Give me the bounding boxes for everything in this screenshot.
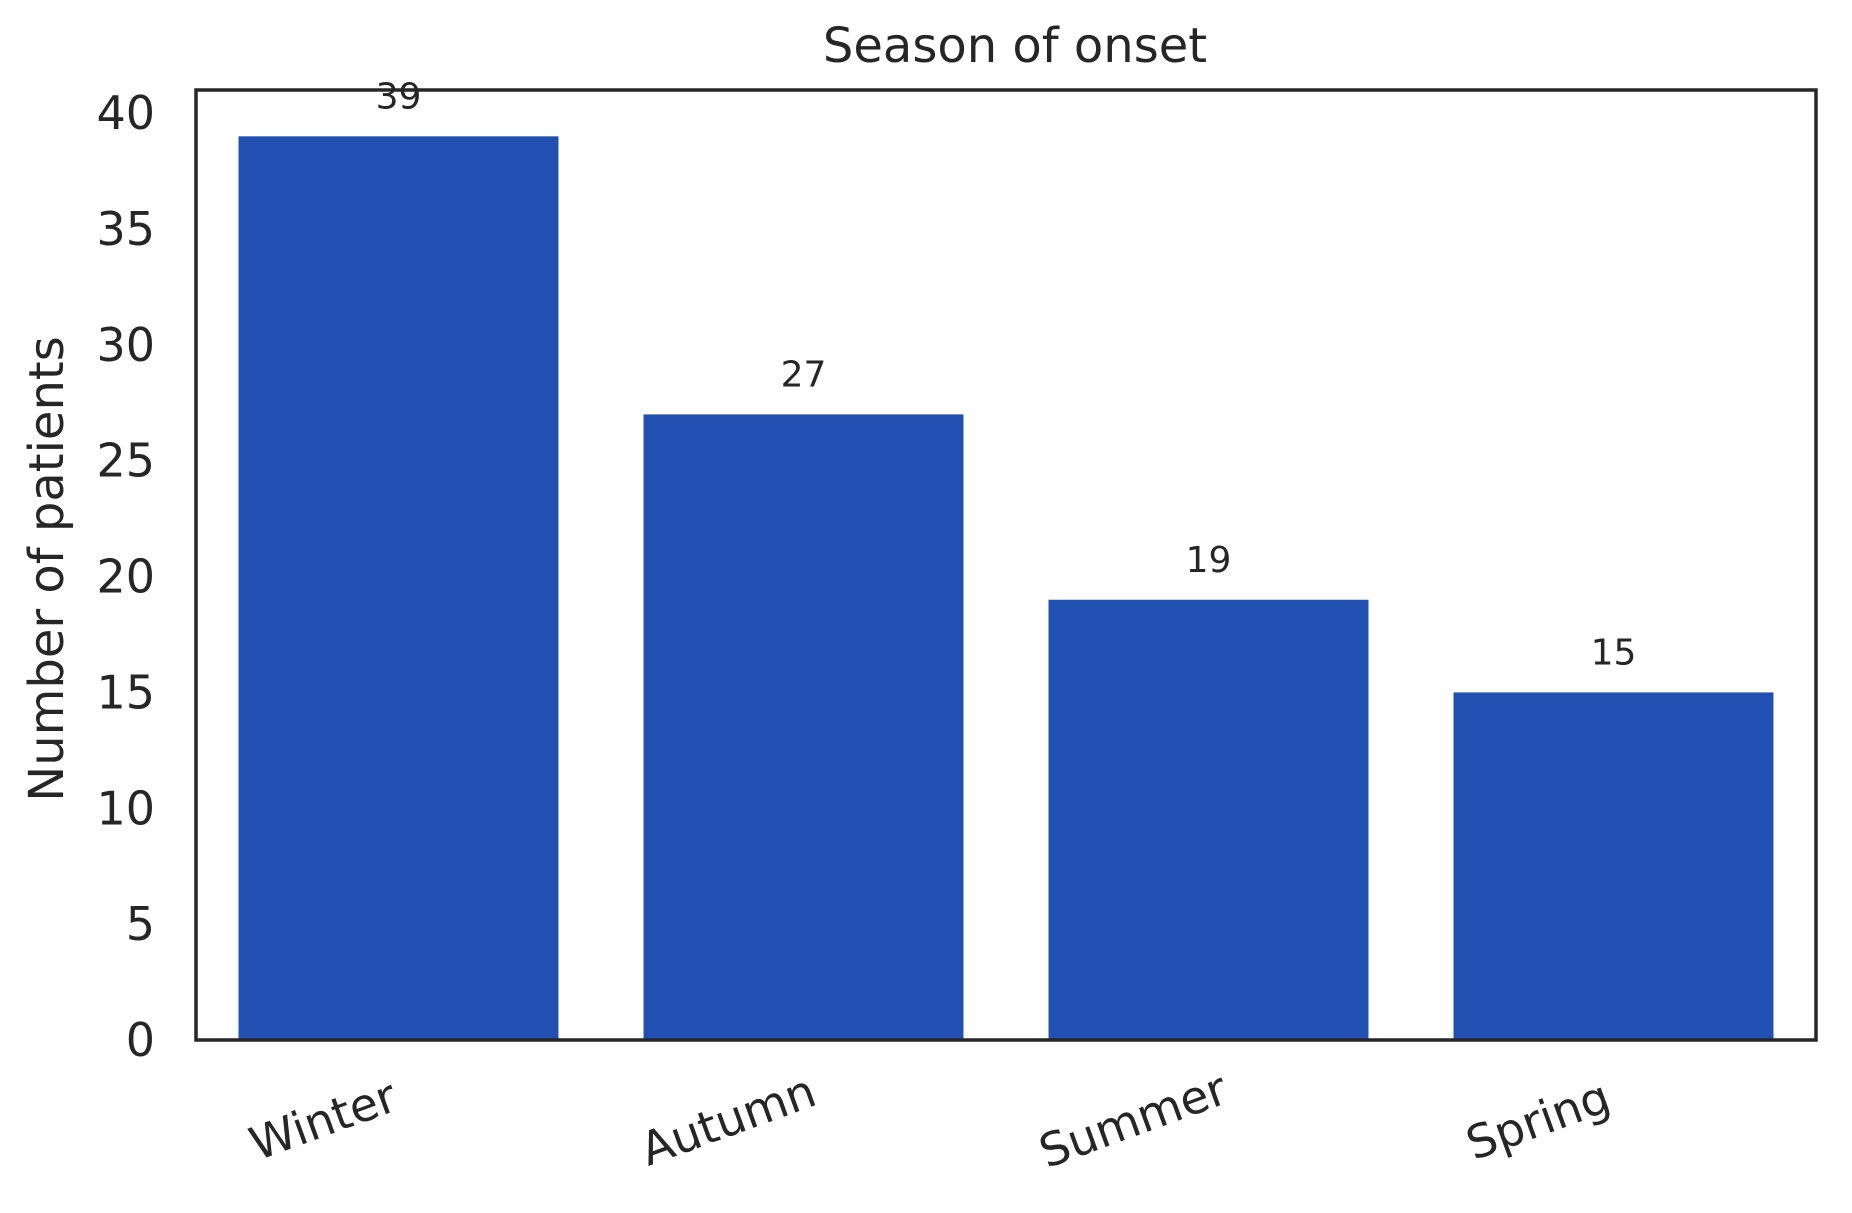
bar-summer [1048, 599, 1369, 1040]
chart-title: Season of onset [823, 18, 1207, 74]
bar-value-labels: 39 27 19 15 [376, 76, 1637, 673]
y-axis-ticks: 0 5 10 15 20 25 30 35 40 [96, 86, 155, 1067]
y-tick-label: 20 [96, 550, 155, 604]
x-tick-label-autumn: Autumn [633, 1064, 822, 1177]
y-tick-label: 25 [96, 434, 155, 488]
bar-value-label: 19 [1186, 540, 1232, 581]
bar-value-label: 15 [1591, 632, 1637, 673]
y-tick-label: 15 [96, 665, 155, 719]
bar-value-label: 27 [781, 354, 827, 395]
bars-group [238, 136, 1774, 1041]
x-tick-label-winter: Winter [243, 1069, 404, 1172]
y-axis-label: Number of patients [19, 336, 75, 801]
bar-winter [238, 136, 559, 1041]
y-tick-label: 30 [96, 318, 155, 372]
x-axis-ticks: Winter Autumn Summer Spring [243, 1061, 1617, 1179]
y-tick-label: 10 [96, 781, 155, 835]
x-tick-label-summer: Summer [1032, 1061, 1234, 1179]
y-tick-label: 35 [96, 202, 155, 256]
x-tick-label-spring: Spring [1459, 1069, 1617, 1171]
y-tick-label: 40 [96, 86, 155, 140]
bar-autumn [643, 414, 964, 1040]
y-tick-label: 0 [126, 1013, 155, 1067]
y-tick-label: 5 [126, 897, 155, 951]
plot-frame [194, 88, 1818, 1042]
bar-spring [1453, 692, 1774, 1040]
bar-value-label: 39 [376, 76, 422, 117]
